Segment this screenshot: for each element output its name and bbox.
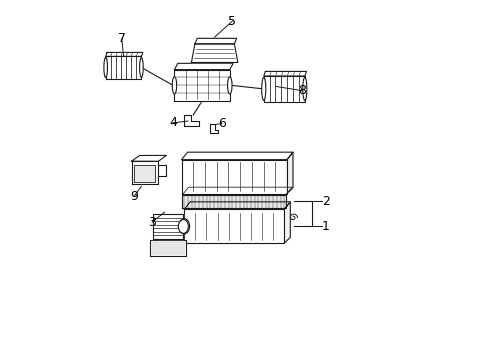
- Polygon shape: [182, 159, 287, 194]
- Polygon shape: [174, 69, 230, 101]
- Ellipse shape: [178, 220, 188, 233]
- Polygon shape: [264, 76, 305, 102]
- Polygon shape: [182, 195, 286, 208]
- Text: 5: 5: [228, 14, 237, 27]
- Text: 3: 3: [148, 216, 156, 229]
- Ellipse shape: [140, 58, 143, 77]
- Ellipse shape: [262, 77, 266, 100]
- Polygon shape: [287, 152, 293, 194]
- Text: 6: 6: [218, 117, 226, 130]
- Text: 9: 9: [130, 190, 138, 203]
- Ellipse shape: [303, 77, 307, 100]
- Polygon shape: [174, 63, 233, 69]
- Ellipse shape: [172, 77, 177, 94]
- Text: 4: 4: [169, 116, 177, 129]
- Ellipse shape: [179, 219, 190, 234]
- Polygon shape: [132, 161, 158, 184]
- Polygon shape: [184, 115, 198, 126]
- Polygon shape: [184, 202, 290, 209]
- Polygon shape: [184, 209, 284, 243]
- Polygon shape: [106, 53, 143, 57]
- Polygon shape: [132, 156, 167, 161]
- Polygon shape: [210, 123, 218, 133]
- Ellipse shape: [104, 58, 107, 77]
- Polygon shape: [195, 38, 237, 44]
- Text: 7: 7: [118, 32, 126, 45]
- Polygon shape: [106, 57, 142, 78]
- Polygon shape: [158, 165, 167, 176]
- Polygon shape: [153, 214, 183, 239]
- Polygon shape: [284, 202, 290, 243]
- Text: 8: 8: [298, 84, 306, 97]
- Polygon shape: [182, 187, 292, 195]
- Ellipse shape: [227, 77, 232, 94]
- Text: 1: 1: [322, 220, 330, 233]
- Polygon shape: [134, 165, 155, 181]
- Text: 2: 2: [322, 195, 330, 208]
- Polygon shape: [264, 71, 306, 76]
- Polygon shape: [150, 240, 186, 256]
- Polygon shape: [182, 152, 293, 159]
- Polygon shape: [192, 44, 238, 63]
- Polygon shape: [152, 242, 184, 254]
